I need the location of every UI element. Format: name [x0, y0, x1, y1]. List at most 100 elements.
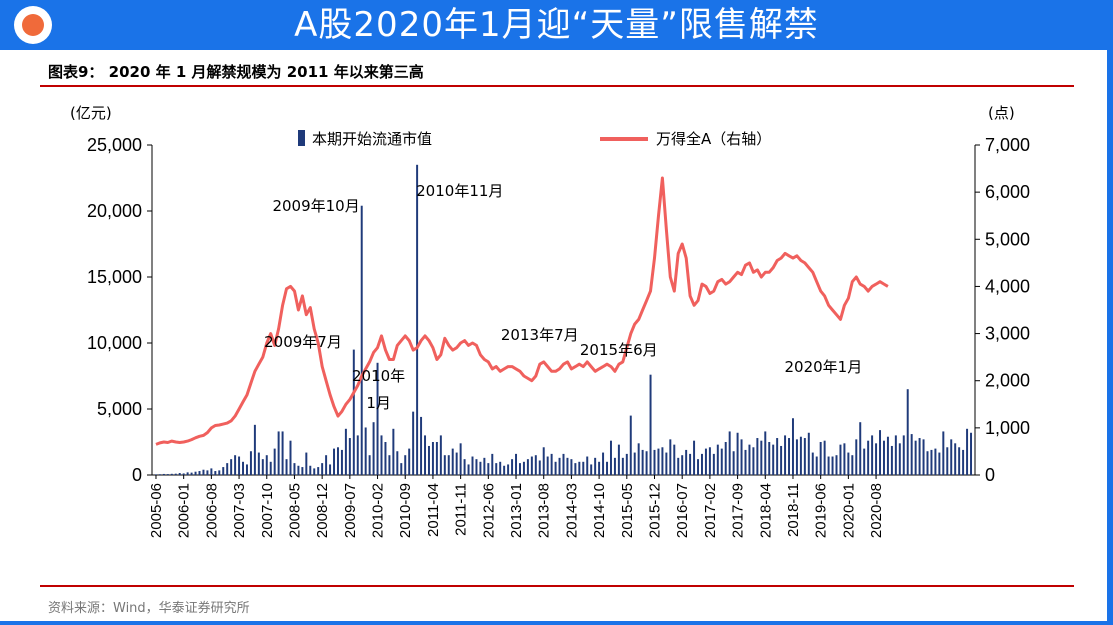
x-tick-label: 2010-02 — [370, 483, 387, 538]
bar — [633, 452, 636, 475]
bar — [234, 455, 237, 475]
bar — [879, 430, 882, 475]
bar — [863, 448, 866, 475]
bar — [186, 472, 189, 475]
bar — [376, 362, 379, 475]
left-tick-label: 5,000 — [97, 399, 142, 419]
x-tick-label: 2014-10 — [591, 483, 608, 538]
bar — [922, 439, 925, 475]
bar — [348, 438, 351, 475]
bar — [475, 459, 478, 475]
left-tick-label: 10,000 — [87, 333, 142, 353]
bar — [637, 443, 640, 475]
bar — [368, 455, 371, 475]
annotation-label: 2009年7月 — [264, 333, 342, 351]
right-tick-label: 7,000 — [985, 135, 1030, 155]
bar — [182, 473, 185, 475]
annotation-label: 2013年7月 — [501, 326, 579, 344]
bar — [752, 447, 755, 475]
bar — [396, 451, 399, 475]
bar — [487, 463, 490, 475]
line-path — [155, 176, 889, 446]
bar — [898, 443, 901, 475]
legend: 本期开始流通市值 万得全A（右轴） — [298, 130, 771, 148]
bar — [661, 447, 664, 475]
left-tick-label: 20,000 — [87, 201, 142, 221]
bar — [772, 444, 775, 475]
bottom-edge-decoration — [0, 621, 1113, 625]
x-tick-label: 2017-09 — [730, 483, 747, 538]
bar — [372, 422, 375, 475]
bar — [435, 442, 438, 475]
bar — [788, 438, 791, 475]
bar — [467, 464, 470, 475]
bar — [700, 453, 703, 475]
bar — [277, 431, 280, 475]
bar — [526, 459, 529, 475]
legend-bar-label: 本期开始流通市值 — [312, 130, 432, 148]
bar — [780, 445, 783, 475]
x-tick-label: 2007-03 — [231, 483, 248, 538]
bar — [776, 438, 779, 475]
bar — [910, 434, 913, 475]
bar — [886, 436, 889, 475]
left-tick-label: 15,000 — [87, 267, 142, 287]
bar — [265, 455, 268, 475]
bar — [653, 449, 656, 475]
bar — [625, 453, 628, 475]
bar — [946, 447, 949, 475]
bar — [962, 449, 965, 475]
bar — [479, 461, 482, 475]
bar — [380, 435, 383, 475]
annotation-label: 2010年11月 — [416, 182, 503, 200]
right-tick-label: 0 — [985, 465, 995, 485]
bar — [384, 442, 387, 475]
x-tick-label: 2013-08 — [536, 483, 553, 538]
bar — [333, 448, 336, 475]
left-tick-label: 25,000 — [87, 135, 142, 155]
bar — [518, 463, 521, 475]
bar — [206, 470, 209, 475]
bar — [522, 461, 525, 475]
bar — [499, 461, 502, 475]
x-tick-label: 2014-03 — [563, 483, 580, 538]
bar — [329, 464, 332, 475]
bar — [392, 428, 395, 475]
bar — [681, 455, 684, 475]
right-tick-label: 3,000 — [985, 324, 1030, 344]
bar — [950, 439, 953, 475]
bar — [890, 445, 893, 475]
bar — [210, 468, 213, 475]
bar — [309, 465, 312, 475]
bar — [799, 436, 802, 475]
bar — [222, 467, 225, 475]
x-tick-label: 2008-05 — [286, 483, 303, 538]
bar — [621, 457, 624, 475]
bar — [938, 452, 941, 475]
bar — [815, 456, 818, 475]
x-tick-label: 2016-07 — [674, 483, 691, 538]
logo-mark — [22, 14, 44, 36]
bar — [515, 453, 518, 475]
bar — [463, 459, 466, 475]
bar — [720, 448, 723, 475]
bar — [412, 411, 415, 475]
bar — [356, 435, 359, 475]
bar — [178, 473, 181, 475]
bar — [174, 473, 177, 475]
x-tick-label: 2011-04 — [425, 483, 442, 537]
bar — [511, 459, 514, 475]
annotation-label: 2009年10月 — [272, 197, 359, 215]
bar — [942, 431, 945, 475]
legend-bar-swatch — [298, 130, 305, 146]
bar — [420, 416, 423, 475]
bar — [613, 457, 616, 475]
bar — [827, 456, 830, 475]
bar — [851, 455, 854, 475]
right-tick-label: 1,000 — [985, 418, 1030, 438]
x-tick-label: 2018-11 — [785, 483, 802, 537]
bar — [344, 428, 347, 475]
x-tick-label: 2018-04 — [757, 483, 774, 538]
right-axis: 0 1,000 2,000 3,000 4,000 5,000 6,000 7,000 — [974, 135, 1030, 485]
